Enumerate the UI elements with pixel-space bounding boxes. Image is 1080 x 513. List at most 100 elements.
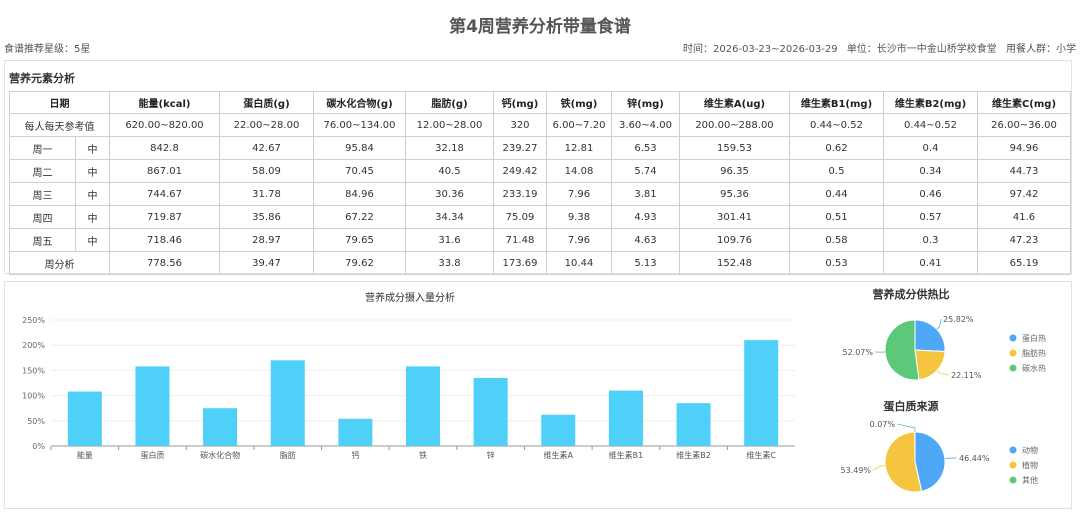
pie-value-label: 25.82%	[943, 315, 974, 324]
table-cell: 79.62	[313, 251, 406, 275]
table-cell: 249.42	[493, 159, 547, 183]
x-tick-label: 铁	[419, 450, 427, 460]
row-label: 周三	[9, 182, 76, 206]
legend-marker	[1009, 364, 1017, 372]
meal-label: 中	[75, 205, 110, 229]
pie-slice	[914, 319, 946, 353]
legend-label: 动物	[1022, 445, 1038, 455]
pie-label-line	[872, 465, 886, 471]
table-cell: 71.48	[493, 228, 547, 252]
meta-info: 时间：2026-03-23~2026-03-29 单位：长沙市一中金山桥学校食堂…	[677, 40, 1076, 55]
x-tick-label: 脂肪	[280, 450, 296, 460]
legend-marker	[1009, 461, 1017, 469]
table-cell: 620.00~820.00	[109, 113, 220, 137]
table-cell: 301.41	[679, 205, 790, 229]
table-cell: 28.97	[219, 228, 314, 252]
table-cell: 173.69	[493, 251, 547, 275]
x-tick-label: 维生素C	[746, 450, 776, 460]
bar	[541, 414, 576, 446]
x-tick-label: 锌	[487, 450, 495, 460]
meal-label: 中	[75, 159, 110, 183]
table-cell: 58.09	[219, 159, 314, 183]
table-row: 周三中 744.67 31.78 84.96 30.36 233.19 7.96 3.81 95…	[9, 182, 1071, 206]
meta-people: 用餐人群：小学	[1006, 44, 1076, 55]
bar	[406, 366, 440, 446]
legend-label: 脂肪热	[1022, 348, 1046, 358]
table-cell: 30.36	[405, 182, 494, 206]
table-cell: 239.27	[493, 136, 547, 160]
row-label: 周四	[9, 205, 76, 229]
table-cell: 842.8	[109, 136, 220, 160]
table-cell: 75.09	[493, 205, 547, 229]
table-cell: 35.86	[219, 205, 314, 229]
row-label: 周一	[9, 136, 76, 160]
bar	[676, 403, 711, 446]
x-tick-label: 碳水化合物	[200, 450, 240, 460]
panel-title: 营养元素分析	[9, 72, 75, 85]
meal-label: 中	[75, 228, 110, 252]
nutrition-table: 日期 能量(kcal) 蛋白质(g) 碳水化合物(g) 脂肪(g) 钙(mg) 铁(mg) 锌…	[9, 91, 1071, 275]
y-tick-label: 150%	[22, 366, 45, 375]
table-cell: 6.00~7.20	[546, 113, 612, 137]
table-cell: 41.6	[977, 205, 1071, 229]
table-cell: 47.23	[977, 228, 1071, 252]
legend-marker	[1009, 476, 1017, 484]
pie-label-line	[936, 318, 942, 330]
table-cell: 14.08	[546, 159, 612, 183]
table-cell: 6.53	[611, 136, 680, 160]
x-tick-label: 维生素B1	[609, 450, 644, 460]
table-cell: 79.65	[313, 228, 406, 252]
table-cell: 0.5	[789, 159, 884, 183]
table-cell: 9.38	[546, 205, 612, 229]
pie-slice	[884, 319, 920, 381]
table-cell: 84.96	[313, 182, 406, 206]
table-cell: 67.22	[313, 205, 406, 229]
table-cell: 3.60~4.00	[611, 113, 680, 137]
table-cell: 39.47	[219, 251, 314, 275]
column-header: 维生素C(mg)	[977, 91, 1071, 114]
table-cell: 26.00~36.00	[977, 113, 1071, 137]
table-cell: 233.19	[493, 182, 547, 206]
table-cell: 0.46	[883, 182, 978, 206]
table-cell: 33.8	[405, 251, 494, 275]
table-cell: 44.73	[977, 159, 1071, 183]
column-header: 脂肪(g)	[405, 91, 494, 114]
table-cell: 0.57	[883, 205, 978, 229]
table-cell: 12.00~28.00	[405, 113, 494, 137]
intake-bar-chart: 0% 50% 100% 150% 200% 250% 能量 蛋白质 碳水化合物 脂肪 钙 铁 锌 维生素A…	[22, 316, 795, 460]
row-label: 周五	[9, 228, 76, 252]
table-cell: 65.19	[977, 251, 1071, 275]
column-header: 碳水化合物(g)	[313, 91, 406, 114]
table-cell: 7.96	[546, 228, 612, 252]
table-cell: 744.67	[109, 182, 220, 206]
table-cell: 0.34	[883, 159, 978, 183]
page-title: 第4周营养分析带量食谱	[449, 17, 631, 37]
table-cell: 4.93	[611, 205, 680, 229]
column-header: 维生素B1(mg)	[789, 91, 884, 114]
bar	[608, 390, 643, 446]
table-cell: 5.13	[611, 251, 680, 275]
summary-row: 周分析 778.56 39.47 79.62 33.8 173.69 10.44 5.13 15…	[9, 251, 1071, 275]
table-cell: 0.3	[883, 228, 978, 252]
column-header: 能量(kcal)	[109, 91, 220, 114]
table-cell: 0.44~0.52	[789, 113, 884, 137]
legend-marker	[1009, 334, 1017, 342]
bar	[338, 418, 373, 446]
pie-label-line	[936, 370, 950, 376]
y-tick-label: 250%	[22, 316, 45, 325]
reference-row: 每人每天参考值 620.00~820.00 22.00~28.00 76.00~134…	[9, 113, 1071, 137]
table-row: 周五中 718.46 28.97 79.65 31.6 71.48 7.96 4.63 109.…	[9, 228, 1071, 252]
table-cell: 778.56	[109, 251, 220, 275]
pie-label-line	[896, 423, 916, 433]
legend-marker	[1009, 349, 1017, 357]
table-cell: 76.00~134.00	[313, 113, 406, 137]
table-cell: 867.01	[109, 159, 220, 183]
table-cell: 95.84	[313, 136, 406, 160]
bar	[67, 391, 102, 446]
table-cell: 3.81	[611, 182, 680, 206]
pie-slice	[884, 431, 923, 493]
bar	[135, 366, 170, 446]
table-cell: 719.87	[109, 205, 220, 229]
pie-value-label: 53.49%	[840, 466, 871, 475]
table-row: 周一中 842.8 42.67 95.84 32.18 239.27 12.81 6.53 15…	[9, 136, 1071, 160]
